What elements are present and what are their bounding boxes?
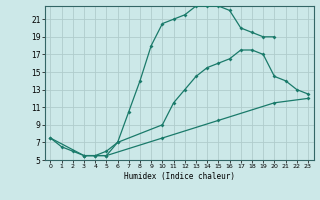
X-axis label: Humidex (Indice chaleur): Humidex (Indice chaleur) — [124, 172, 235, 181]
